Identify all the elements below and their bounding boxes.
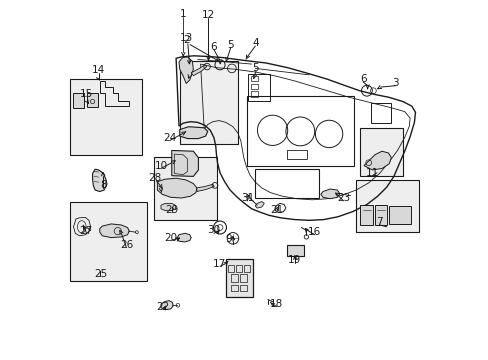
Bar	[70, 202, 147, 281]
Text: 7: 7	[376, 217, 383, 227]
Bar	[250, 84, 258, 89]
Bar	[247, 74, 269, 101]
Polygon shape	[177, 233, 191, 242]
Text: 16: 16	[307, 227, 321, 237]
Polygon shape	[191, 65, 206, 76]
Bar	[153, 157, 216, 220]
Text: 1: 1	[180, 9, 186, 19]
Text: 30: 30	[207, 225, 220, 235]
Text: 17: 17	[212, 258, 225, 269]
Bar	[387, 206, 410, 224]
Text: 24: 24	[163, 132, 176, 143]
Bar	[70, 79, 142, 155]
Text: 20: 20	[164, 233, 177, 243]
Polygon shape	[171, 150, 198, 176]
Text: 28: 28	[148, 173, 162, 183]
Bar	[230, 285, 237, 291]
Text: 11: 11	[365, 168, 378, 178]
Bar	[236, 265, 242, 272]
Bar	[240, 285, 246, 291]
Bar	[250, 91, 258, 97]
Text: 12: 12	[202, 10, 215, 20]
Text: 18: 18	[270, 299, 283, 309]
Text: 13: 13	[180, 33, 193, 43]
Bar	[247, 96, 353, 166]
Text: 5: 5	[226, 40, 233, 50]
Polygon shape	[363, 151, 390, 170]
Bar	[228, 265, 234, 272]
Text: 10: 10	[154, 161, 167, 171]
Bar	[286, 245, 304, 256]
Text: 22: 22	[156, 302, 169, 312]
Bar	[250, 76, 258, 81]
Polygon shape	[92, 169, 107, 192]
Polygon shape	[161, 203, 175, 211]
Bar	[254, 169, 319, 198]
Text: 27: 27	[80, 226, 93, 236]
Text: 4: 4	[251, 38, 258, 48]
Text: 2: 2	[183, 35, 190, 45]
Text: 3: 3	[391, 78, 398, 88]
Polygon shape	[179, 127, 207, 139]
Text: 19: 19	[288, 255, 301, 265]
Bar	[374, 205, 386, 225]
Text: 6: 6	[359, 74, 366, 84]
Polygon shape	[161, 301, 173, 310]
Bar	[73, 93, 84, 108]
Bar	[225, 259, 252, 297]
Bar	[359, 128, 402, 176]
Text: 9: 9	[224, 234, 231, 244]
Text: 31: 31	[240, 193, 253, 203]
Bar	[286, 150, 306, 159]
Text: 25: 25	[94, 269, 107, 279]
Text: 5: 5	[251, 63, 258, 73]
Bar	[87, 93, 98, 107]
Bar	[370, 103, 390, 123]
Bar	[360, 205, 372, 225]
Text: 21: 21	[270, 204, 283, 215]
Text: 6: 6	[210, 42, 217, 52]
Bar	[240, 274, 246, 282]
Text: 26: 26	[120, 240, 133, 250]
Polygon shape	[157, 178, 197, 198]
Polygon shape	[100, 224, 129, 238]
Polygon shape	[197, 184, 214, 192]
Bar	[180, 61, 238, 144]
Bar	[355, 180, 418, 232]
Text: 8: 8	[100, 180, 106, 190]
Polygon shape	[255, 202, 264, 208]
Polygon shape	[179, 57, 193, 84]
Text: 15: 15	[80, 89, 93, 99]
Polygon shape	[320, 189, 339, 199]
Text: 14: 14	[92, 65, 105, 75]
Text: 23: 23	[336, 193, 349, 203]
Bar	[244, 265, 249, 272]
Bar	[230, 274, 237, 282]
Text: 29: 29	[165, 204, 178, 215]
